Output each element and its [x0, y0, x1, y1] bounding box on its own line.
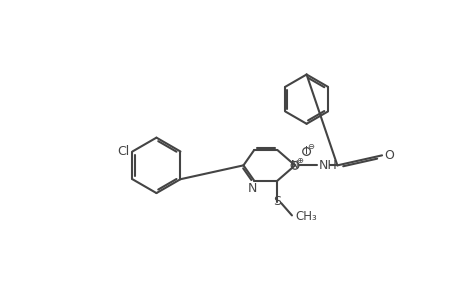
Text: N: N [291, 160, 298, 170]
Text: O: O [384, 149, 393, 162]
Text: NH: NH [318, 159, 337, 172]
Text: N: N [247, 182, 257, 195]
Text: I: I [304, 146, 308, 157]
Text: S: S [273, 195, 281, 208]
Text: Cl: Cl [117, 145, 129, 158]
Text: ⊖: ⊖ [307, 142, 314, 152]
Text: ⊕: ⊕ [296, 156, 302, 165]
Text: CH₃: CH₃ [294, 211, 316, 224]
